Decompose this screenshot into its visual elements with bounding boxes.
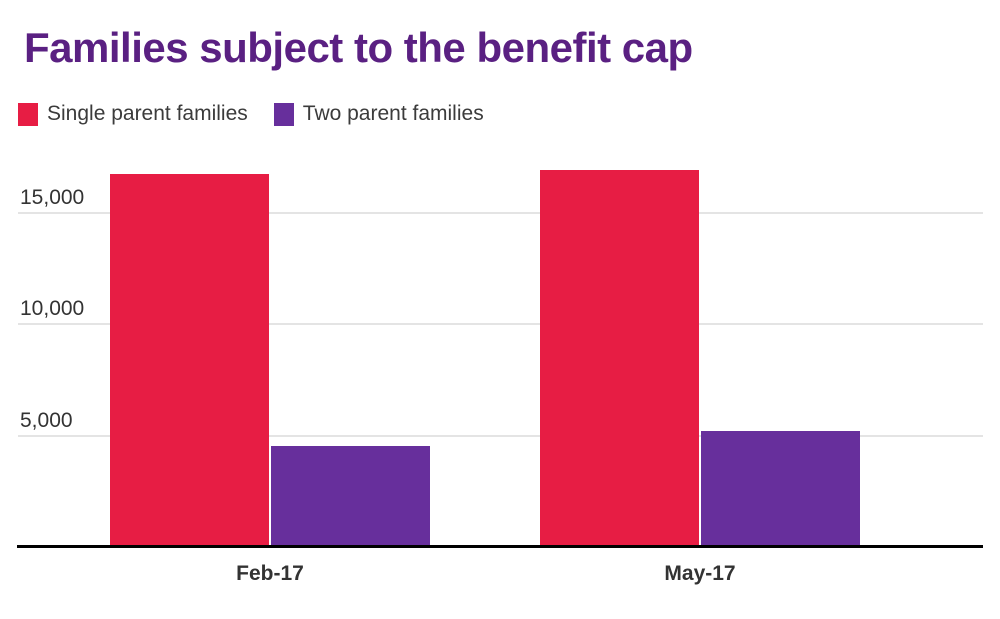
legend-item-single-parent: Single parent families	[18, 102, 248, 126]
chart-legend: Single parent families Two parent famili…	[18, 102, 484, 126]
chart-title: Families subject to the benefit cap	[24, 24, 693, 71]
y-axis-tick-label: 15,000	[20, 186, 85, 210]
gridline	[18, 434, 983, 437]
bar-single-feb-17	[110, 174, 269, 547]
bar-two-feb-17	[271, 445, 430, 547]
gridline	[18, 212, 983, 215]
y-axis-tick-label: 5,000	[20, 408, 73, 432]
legend-item-two-parent: Two parent families	[273, 102, 484, 126]
x-axis-category-label: Feb-17	[236, 562, 304, 585]
bar-two-may-17	[701, 431, 860, 547]
legend-label: Two parent families	[302, 102, 484, 125]
x-axis-line	[17, 545, 983, 548]
y-axis-tick-label: 10,000	[20, 297, 85, 321]
bar-single-may-17	[540, 169, 699, 547]
two-parent-swatch-icon	[273, 102, 294, 126]
single-parent-swatch-icon	[18, 102, 38, 126]
legend-label: Single parent families	[47, 102, 248, 125]
x-axis-category-label: May-17	[664, 562, 736, 585]
gridline	[18, 323, 983, 326]
